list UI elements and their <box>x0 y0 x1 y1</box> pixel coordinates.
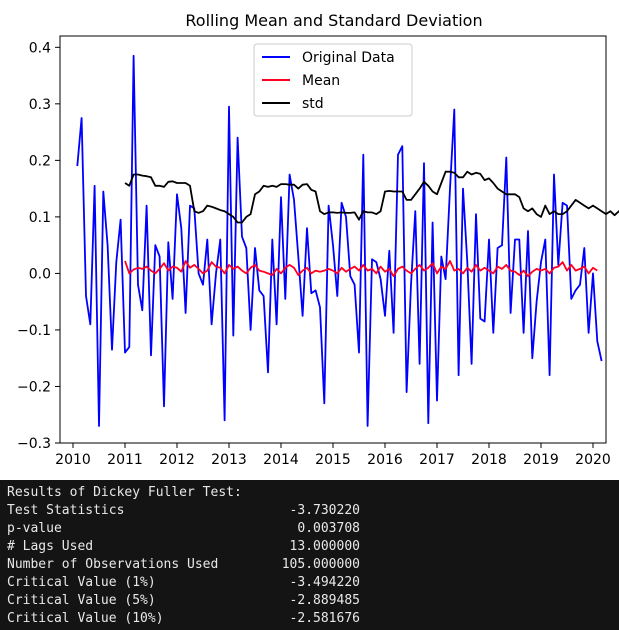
result-row: p-value 0.003708 <box>7 520 619 538</box>
chart-svg: Rolling Mean and Standard Deviation 2010… <box>17 11 619 468</box>
y-tick-label: 0.1 <box>29 210 51 226</box>
results-table: Test Statistics -3.730220 p-value 0.003708 #… <box>7 502 619 628</box>
result-row: Test Statistics -3.730220 <box>7 502 619 520</box>
result-value: 0.003708 <box>297 521 360 536</box>
result-row: # Lags Used 13.000000 <box>7 538 619 556</box>
y-tick-label: −0.1 <box>17 323 51 339</box>
x-tick-label: 2015 <box>315 452 351 468</box>
legend-box <box>253 43 413 117</box>
result-label: Critical Value (5%) <box>7 593 156 608</box>
y-tick-label: 0.4 <box>29 40 51 56</box>
y-tick-label: −0.2 <box>17 379 51 395</box>
x-tick-label: 2014 <box>263 452 299 468</box>
result-value: -2.889485 <box>289 593 360 608</box>
x-tick-label: 2019 <box>523 452 559 468</box>
x-tick-label: 2016 <box>367 452 403 468</box>
x-tick-label: 2010 <box>55 452 91 468</box>
result-value: -2.581676 <box>289 611 360 626</box>
series-line-mean <box>124 260 598 278</box>
result-row: Critical Value (10%) -2.581676 <box>7 610 619 628</box>
x-tick-label: 2018 <box>471 452 507 468</box>
result-label: # Lags Used <box>7 539 94 554</box>
result-label: p-value <box>7 521 62 536</box>
result-label: Critical Value (1%) <box>7 575 156 590</box>
x-tick-label: 2013 <box>211 452 247 468</box>
y-tick-label: −0.3 <box>17 436 51 452</box>
x-tick-label: 2012 <box>159 452 195 468</box>
y-tick-label: 0.3 <box>29 97 51 113</box>
x-tick-label: 2011 <box>107 452 143 468</box>
series-line-original-data <box>76 54 603 427</box>
result-row: Critical Value (5%) -2.889485 <box>7 592 619 610</box>
chart-figure: Rolling Mean and Standard Deviation 2010… <box>17 11 619 468</box>
result-row: Critical Value (1%) -3.494220 <box>7 574 619 592</box>
legend-label: Original Data <box>302 50 395 66</box>
series-line-std <box>124 170 619 224</box>
y-tick-label: 0.2 <box>29 153 51 169</box>
result-label: Critical Value (10%) <box>7 611 164 626</box>
result-row: Number of Observations Used 105.000000 <box>7 556 619 574</box>
dickey-fuller-output: Results of Dickey Fuller Test: Test Stat… <box>0 480 619 630</box>
plot-area: 2010 2011 2012 2013 2014 2015 2016 2017 2018 2019… <box>17 35 619 468</box>
chart-title: Rolling Mean and Standard Deviation <box>185 11 482 30</box>
x-tick-label: 2020 <box>575 452 611 468</box>
result-value: -3.494220 <box>289 575 360 590</box>
result-label: Number of Observations Used <box>7 557 219 572</box>
legend-label: std <box>302 96 324 112</box>
result-label: Test Statistics <box>7 503 125 518</box>
result-value: -3.730220 <box>289 503 360 518</box>
chart-legend: Original Data Mean std <box>253 43 413 117</box>
x-tick-label: 2017 <box>419 452 455 468</box>
legend-label: Mean <box>302 73 340 89</box>
result-value: 105.000000 <box>281 557 360 572</box>
results-heading: Results of Dickey Fuller Test: <box>7 485 242 500</box>
y-tick-label: 0.0 <box>29 266 51 282</box>
result-value: 13.000000 <box>289 539 360 554</box>
